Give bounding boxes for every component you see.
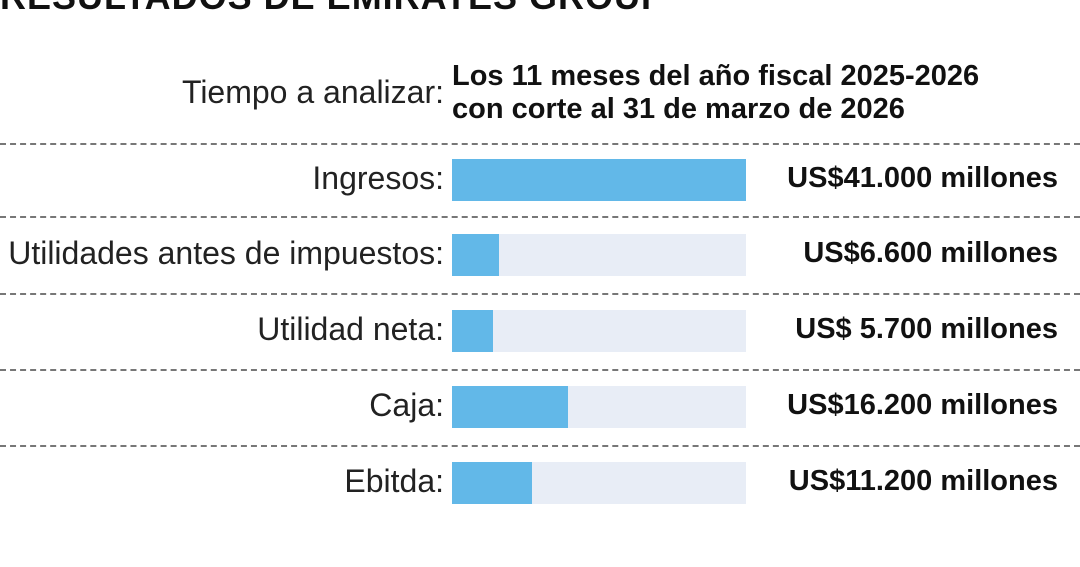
row-divider — [0, 216, 1080, 218]
chart-title: RESULTADOS DE EMIRATES GROUP — [0, 0, 666, 18]
row-divider — [0, 143, 1080, 145]
bar — [452, 310, 493, 352]
period-label: Tiempo a analizar: — [181, 74, 444, 110]
category-label: Caja: — [369, 387, 444, 423]
category-label: Utilidad neta: — [257, 311, 444, 347]
bar-track — [452, 310, 746, 352]
bar — [452, 386, 568, 428]
value-label: US$11.200 millones — [788, 465, 1058, 497]
bar — [452, 462, 532, 504]
row-divider — [0, 445, 1080, 447]
bar — [452, 234, 499, 276]
category-label: Ebitda: — [344, 463, 444, 499]
period-line-2: con corte al 31 de marzo de 2026 — [452, 93, 905, 125]
bar — [452, 159, 746, 201]
category-label: Ingresos: — [312, 160, 444, 196]
value-label: US$ 5.700 millones — [795, 313, 1058, 345]
bar-track — [452, 234, 746, 276]
category-label: Utilidades antes de impuestos: — [8, 235, 444, 271]
row-divider — [0, 369, 1080, 371]
value-label: US$41.000 millones — [787, 162, 1058, 194]
value-label: US$16.200 millones — [787, 389, 1058, 421]
bar-track — [452, 159, 746, 201]
period-line-1: Los 11 meses del año fiscal 2025-2026 — [452, 60, 980, 92]
period-value: Los 11 meses del año fiscal 2025-2026 co… — [452, 60, 979, 126]
row-divider — [0, 293, 1080, 295]
bar-track — [452, 462, 746, 504]
bar-track — [452, 386, 746, 428]
value-label: US$6.600 millones — [803, 237, 1058, 269]
